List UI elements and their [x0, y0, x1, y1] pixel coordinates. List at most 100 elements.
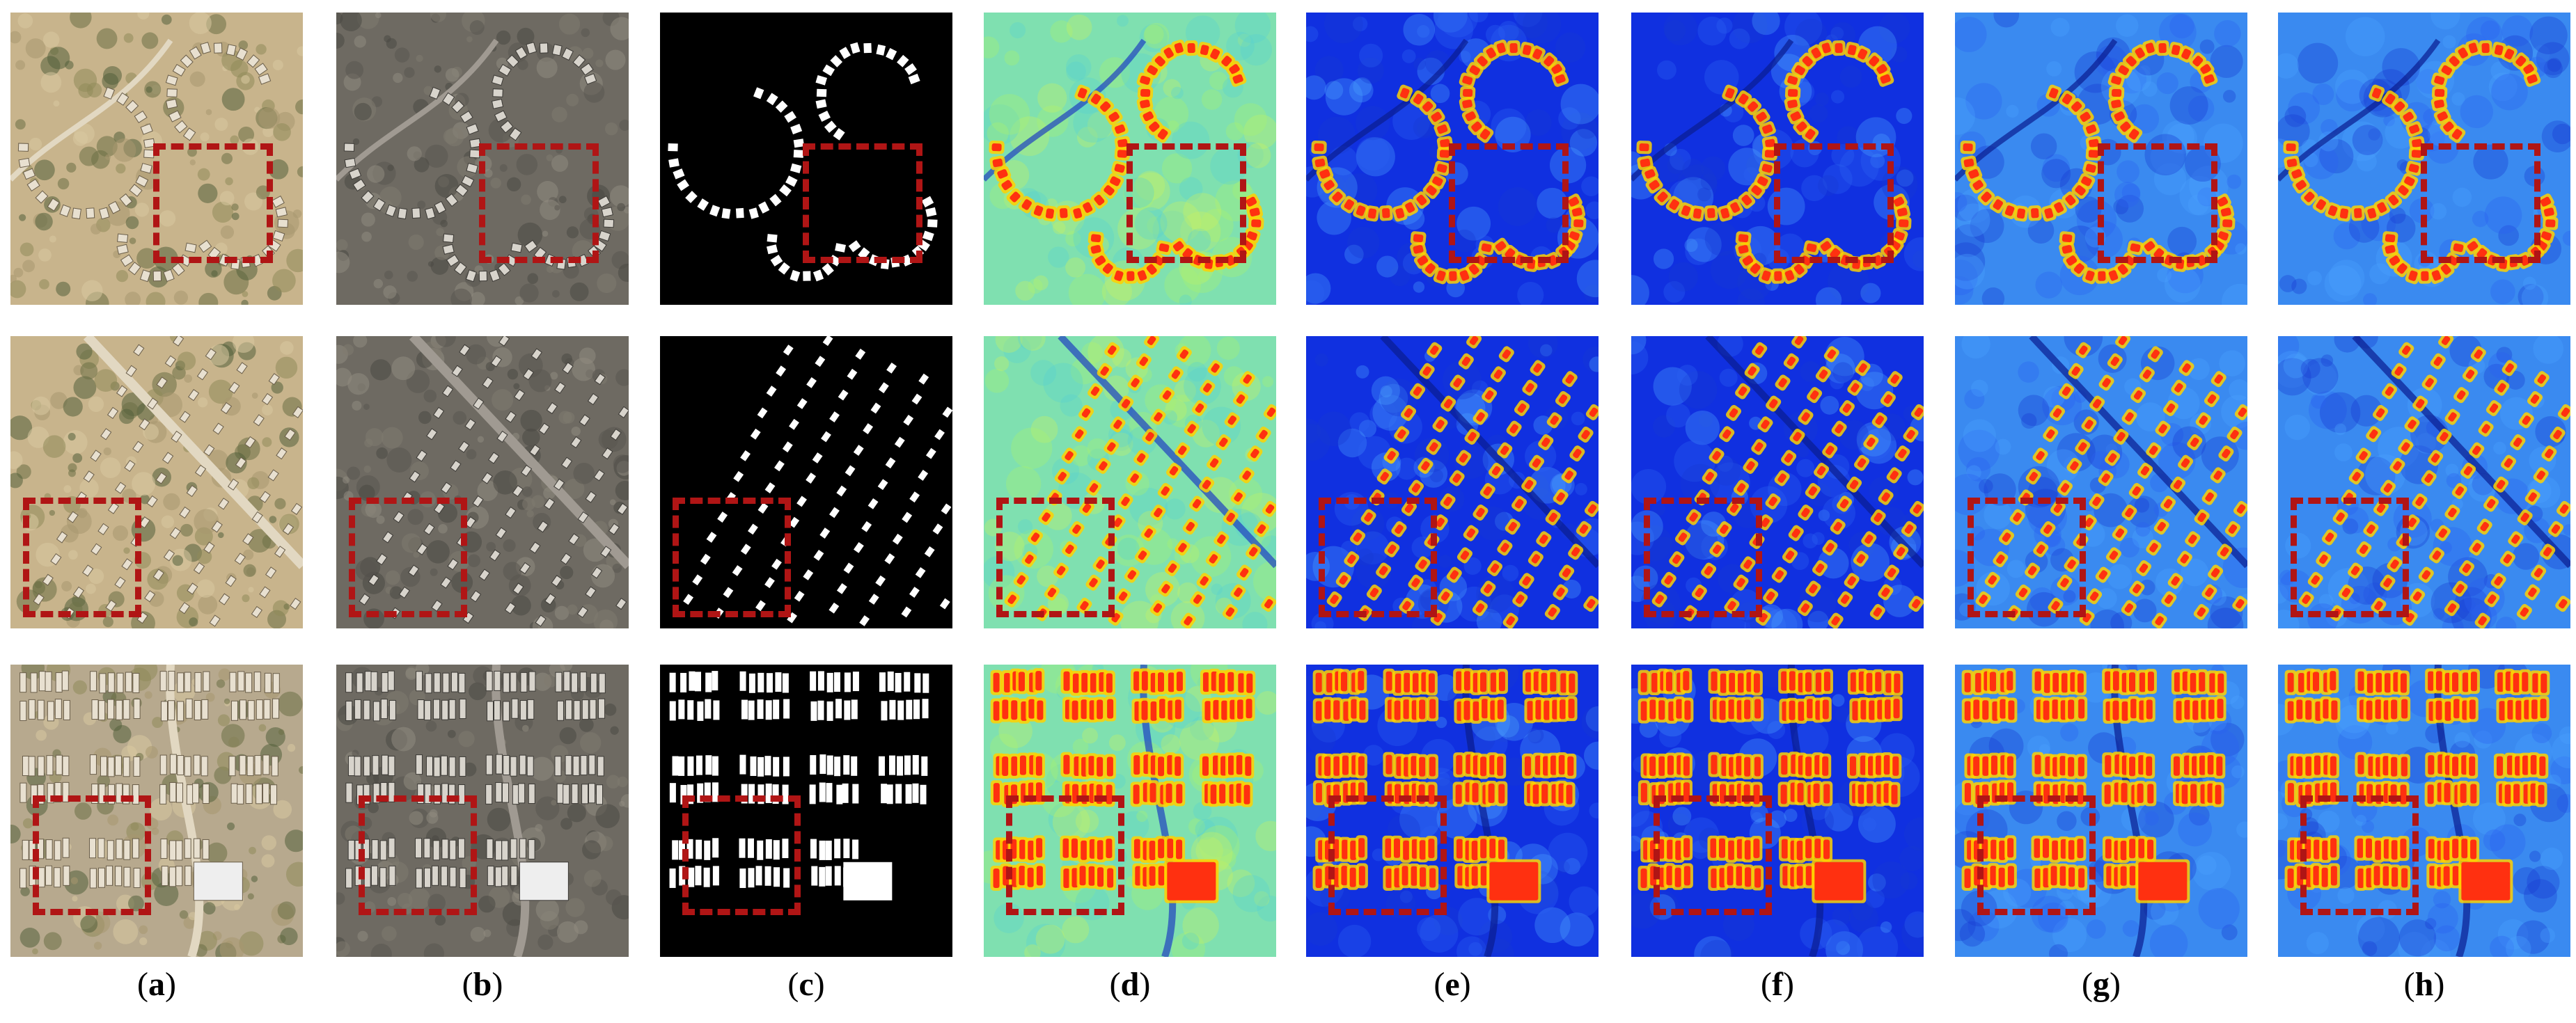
- heat-core: [2109, 550, 2119, 560]
- heat-core: [1343, 701, 1350, 721]
- building-roof: [139, 269, 151, 283]
- heat-core: [1413, 244, 1424, 254]
- heat-core: [1649, 180, 1660, 191]
- heat-core: [1413, 93, 1424, 105]
- heat-core: [1587, 598, 1596, 609]
- heat-core: [2105, 671, 2112, 691]
- building-roof: [587, 392, 599, 406]
- building-roof: [522, 368, 535, 381]
- building-mask: [783, 344, 794, 356]
- building-mask: [897, 54, 909, 68]
- heat-core: [1130, 473, 1139, 483]
- heat-core: [1090, 244, 1101, 254]
- building-roof: [194, 700, 201, 721]
- building-roof: [497, 262, 511, 276]
- heat-core: [1831, 616, 1840, 626]
- building-mask: [803, 569, 814, 580]
- heat-core: [1097, 840, 1104, 860]
- heat-core: [2504, 784, 2511, 804]
- heat-core: [2428, 839, 2435, 859]
- heat-core: [1655, 594, 1664, 604]
- heat-core: [1555, 74, 1566, 84]
- heat-core: [2478, 616, 2487, 626]
- caption-letter: f: [1772, 966, 1783, 1003]
- heat-core: [1430, 345, 1439, 355]
- heat-core: [2408, 517, 2417, 528]
- building-mask: [683, 594, 694, 605]
- heat-core: [2086, 124, 2097, 134]
- heat-core: [1493, 370, 1503, 379]
- heat-core: [1823, 784, 1830, 804]
- heat-core: [1072, 524, 1081, 534]
- building-roof: [200, 42, 212, 54]
- heat-core: [1482, 699, 1489, 719]
- heat-core: [2008, 700, 2015, 720]
- heat-core: [2228, 524, 2238, 534]
- building-mask: [850, 42, 861, 54]
- roi-dashed-box: [1126, 143, 1246, 263]
- building-roof: [537, 521, 549, 533]
- heat-core: [1778, 378, 1787, 388]
- building-mask: [877, 479, 888, 491]
- heat-core: [2068, 867, 2075, 887]
- heat-core: [1864, 534, 1874, 544]
- heat-core: [1172, 241, 1184, 252]
- heat-core: [1472, 701, 1479, 721]
- heat-core: [1221, 700, 1228, 720]
- building-mask: [773, 867, 780, 887]
- building-roof: [72, 586, 85, 598]
- heat-core: [1074, 429, 1084, 439]
- heat-core: [2171, 45, 2181, 56]
- heat-core: [2438, 528, 2447, 538]
- building-roof: [236, 362, 248, 374]
- heat-core: [1097, 756, 1104, 777]
- heat-core: [1016, 575, 1026, 585]
- heat-core: [2428, 671, 2435, 691]
- building-roof: [227, 478, 239, 491]
- building-roof: [172, 63, 186, 77]
- panel-d-row3: [984, 665, 1276, 957]
- building-roof: [140, 123, 153, 135]
- heat-core: [2441, 336, 2451, 345]
- building-mask: [712, 838, 719, 858]
- building-mask: [692, 574, 703, 586]
- heat-core: [1175, 699, 1181, 720]
- heat-core: [2149, 445, 2158, 455]
- building-roof: [114, 482, 127, 494]
- heat-core: [1963, 143, 1973, 152]
- heat-core: [1658, 700, 1665, 720]
- heat-core: [2352, 472, 2361, 482]
- building-roof: [363, 699, 370, 720]
- heat-core: [2220, 547, 2229, 557]
- heat-core: [1498, 784, 1505, 804]
- building-mask: [867, 498, 879, 509]
- heat-core: [2382, 756, 2389, 776]
- heat-core: [1457, 866, 1464, 886]
- heat-core: [1102, 263, 1113, 274]
- building-mask: [894, 436, 905, 448]
- heat-core: [1404, 672, 1411, 692]
- building-roof: [63, 865, 70, 886]
- heat-core: [1036, 838, 1043, 858]
- heat-core: [1875, 415, 1884, 425]
- heatmap-light-image: [1955, 336, 2247, 628]
- heat-core: [2465, 370, 2475, 379]
- building-roof: [259, 491, 271, 503]
- building-mask: [757, 756, 764, 777]
- building-mask: [847, 368, 858, 380]
- heat-core: [1388, 544, 1397, 554]
- heat-core: [1090, 234, 1101, 243]
- building-roof: [185, 698, 193, 719]
- building-roof: [19, 672, 27, 693]
- heat-core: [1225, 607, 1235, 617]
- heat-core: [2538, 784, 2545, 804]
- heat-core: [2207, 394, 2217, 404]
- building-mask: [895, 672, 902, 692]
- heat-core: [1416, 194, 1427, 206]
- heat-core: [2126, 56, 2137, 67]
- building-mask: [924, 546, 935, 557]
- building-roof: [503, 672, 510, 693]
- building-mask: [713, 700, 720, 720]
- heat-core: [2458, 47, 2468, 58]
- building-roof: [71, 207, 82, 220]
